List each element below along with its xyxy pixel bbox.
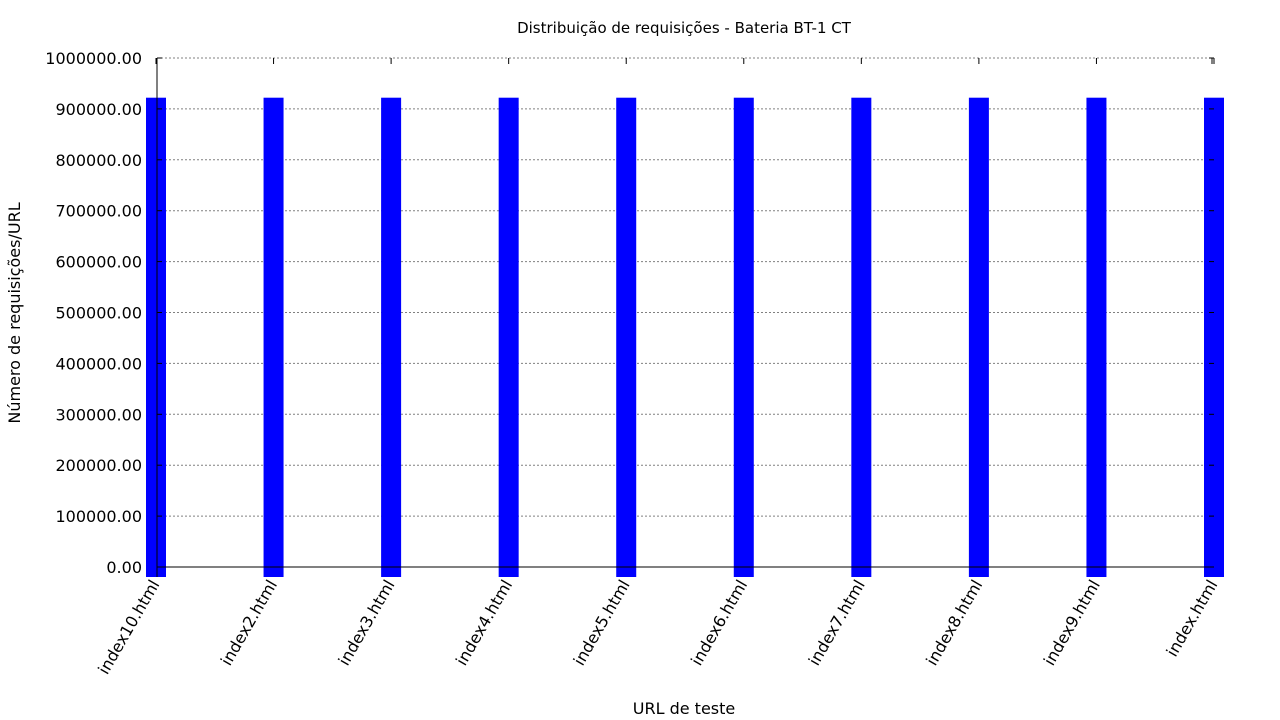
x-tick-label: index7.html [805, 577, 869, 669]
bar [263, 97, 284, 578]
bar [968, 97, 989, 578]
bars [146, 97, 1224, 578]
x-axis-label: URL de teste [633, 699, 735, 718]
bar [1204, 97, 1224, 578]
y-tick-label: 500000.00 [55, 304, 142, 323]
y-tick-label: 200000.00 [55, 456, 142, 475]
x-tick-label: index6.html [687, 577, 751, 669]
chart-title: Distribuição de requisições - Bateria BT… [517, 19, 852, 37]
x-tick-label: index9.html [1040, 577, 1104, 669]
y-tick-label: 600000.00 [55, 253, 142, 272]
y-tick-label: 900000.00 [55, 100, 142, 119]
y-tick-label: 0.00 [106, 558, 142, 577]
y-tick-label: 1000000.00 [45, 49, 142, 68]
y-tick-labels: 0.00 100000.00 200000.00 300000.00 400000.00… [45, 49, 142, 577]
x-tick-label: index3.html [334, 577, 398, 669]
bar [733, 97, 754, 578]
y-axis-label: Número de requisições/URL [5, 202, 24, 423]
x-tick-label: index2.html [217, 577, 281, 669]
bar [146, 97, 166, 578]
y-tick-label: 700000.00 [55, 202, 142, 221]
x-tick-labels: index10.html index2.html index3.html index4… [94, 577, 1221, 678]
x-tick-label: index5.html [569, 577, 633, 669]
y-tick-label: 400000.00 [55, 354, 142, 373]
bar [498, 97, 519, 578]
x-tick-label: index10.html [94, 577, 163, 678]
axes [155, 57, 1215, 577]
bar [616, 97, 637, 578]
y-tick-label: 800000.00 [55, 151, 142, 170]
bar [1086, 97, 1107, 578]
y-tick-label: 100000.00 [55, 507, 142, 526]
x-tick-label: index4.html [452, 577, 516, 669]
x-tick-label: index8.html [922, 577, 986, 669]
grid-lines [157, 57, 1214, 517]
bar [381, 97, 402, 578]
bar [851, 97, 872, 578]
x-tick-label: index.html [1162, 577, 1221, 660]
y-tick-label: 300000.00 [55, 405, 142, 424]
